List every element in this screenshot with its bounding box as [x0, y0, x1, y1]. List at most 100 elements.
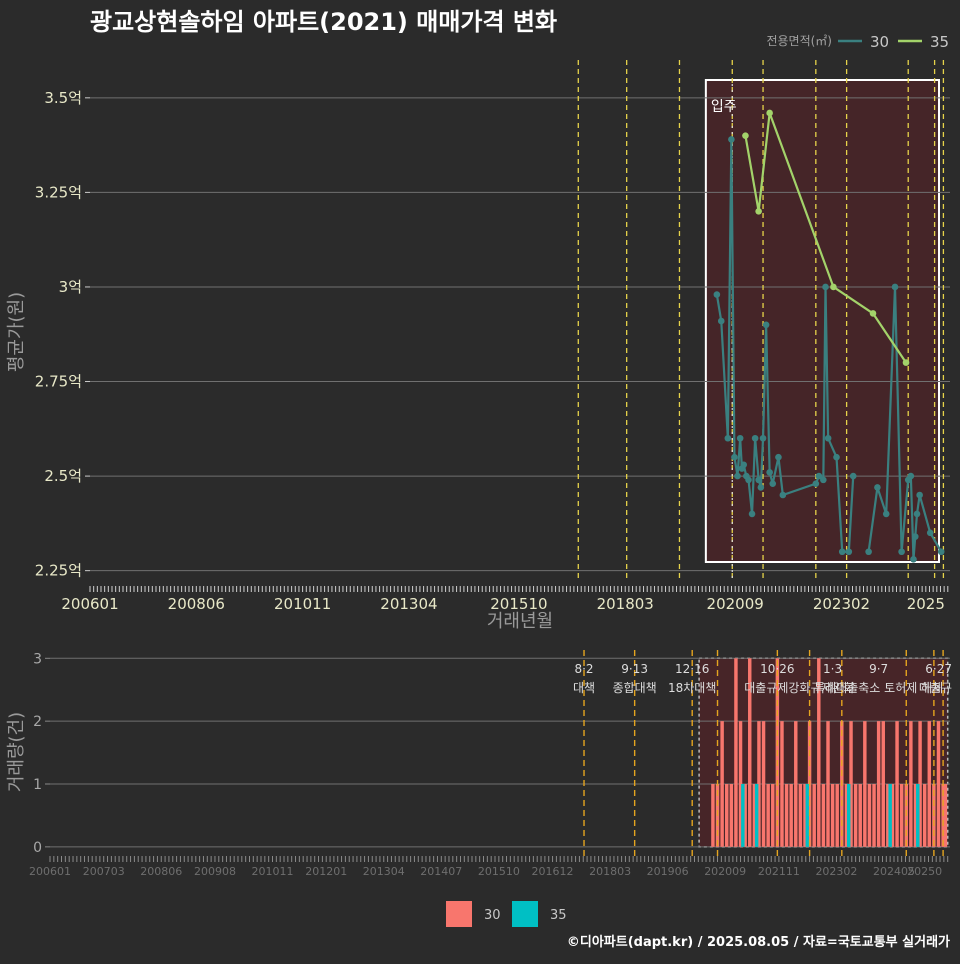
bottom-x-tick-label: 201011: [252, 865, 294, 878]
top-data-point: [740, 461, 747, 469]
top-y-tick-label: 3.5억: [44, 89, 82, 107]
top-data-point: [902, 359, 910, 366]
move-in-annotation: 입주: [711, 99, 737, 115]
bottom-bar: [798, 784, 803, 847]
legend-bottom-label-30: 30: [484, 908, 501, 923]
top-data-point: [913, 510, 921, 518]
bottom-bar: [846, 784, 851, 847]
bottom-bar: [725, 784, 729, 847]
policy-label-date: 12·16: [675, 662, 709, 676]
policy-label-name: 대출규: [919, 681, 952, 695]
top-data-point: [742, 132, 749, 139]
legend-title: 전용면적(㎡): [766, 34, 832, 48]
policy-label-name: 특례대출축소 토허제 해제: [814, 681, 943, 695]
top-x-tick-label: 201304: [380, 595, 437, 613]
bottom-policy-lines: [583, 650, 944, 858]
bottom-bar: [916, 784, 920, 847]
bottom-bar: [780, 721, 784, 847]
bottom-bar: [748, 658, 752, 847]
policy-label-date: 10·26: [760, 662, 794, 676]
bottom-x-tick-label: 201304: [363, 865, 405, 878]
top-data-point: [757, 484, 765, 491]
bottom-bar: [936, 721, 941, 847]
bottom-bar: [909, 721, 913, 847]
footer-credit: ©디아파트(dapt.kr) / 2025.08.05 / 자료=국토교통부 실…: [567, 934, 950, 950]
bottom-bar: [826, 721, 830, 847]
top-data-point: [766, 109, 773, 117]
top-legend: 전용면적(㎡) 30 35: [766, 33, 949, 51]
bottom-y-axis: 0 1 2 3: [33, 651, 50, 856]
bottom-bar: [784, 784, 789, 847]
policy-label-date: 1·3: [823, 662, 842, 676]
bottom-bar: [913, 784, 918, 847]
bottom-x-tick-label: 202302: [815, 865, 857, 878]
bottom-bar: [711, 784, 715, 847]
top-x-tick-label: 202009: [707, 595, 764, 613]
bottom-bar: [761, 721, 766, 847]
bottom-bar: [757, 721, 761, 847]
bottom-policy-labels: 8·2 대책 9·13 종합대책 12·16 18차대책 10·26 대출규제강화 1·3 규제완…: [573, 662, 952, 695]
bottom-bar: [743, 784, 747, 847]
top-y-axis: 2.25억 2.5억 2.75억 3억 3.25억 3.5억: [35, 89, 90, 580]
top-x-tick-label: 201510: [490, 595, 547, 613]
top-data-point: [713, 291, 721, 298]
top-y-tick-label: 3.25억: [35, 183, 82, 201]
bottom-bar: [738, 721, 743, 847]
policy-label-name: 규제완화: [811, 681, 855, 695]
bottom-bar: [858, 784, 862, 847]
top-data-point: [812, 480, 820, 487]
top-series: [713, 109, 945, 563]
bottom-y-tick-label: 3: [33, 651, 42, 667]
top-data-point: [775, 453, 782, 461]
legend-label-30: 30: [870, 33, 889, 51]
top-data-point: [838, 548, 846, 556]
bottom-y-tick-label: 0: [33, 840, 42, 856]
top-y-tick-label: 2.25억: [35, 562, 82, 580]
top-data-point: [898, 548, 905, 556]
top-data-point: [869, 310, 877, 317]
bottom-bar: [886, 784, 890, 847]
policy-label-date: 8·2: [574, 662, 593, 676]
top-data-point: [736, 434, 744, 442]
bottom-bar: [754, 784, 759, 847]
top-data-point: [769, 480, 777, 487]
bottom-bar: [918, 721, 922, 847]
top-x-tick-label: 201803: [597, 595, 654, 613]
bottom-bar: [888, 784, 892, 847]
top-x-axis: 200601 200806 201011 201304 201510 201803 2020…: [61, 586, 949, 613]
bottom-legend: 30 35: [446, 901, 567, 927]
bottom-bar: [927, 721, 932, 847]
bottom-x-tick-label: 20250: [907, 865, 942, 878]
bottom-x-tick-label: 201510: [478, 865, 520, 878]
chart-title: 광교상현솔하임 아파트(2021) 매매가격 변화: [90, 8, 557, 36]
top-data-point: [874, 484, 881, 491]
bottom-bar: [720, 721, 724, 847]
bottom-x-tick-label: 201906: [647, 865, 689, 878]
bottom-x-axis: 200601 200703 200806 200908 201011 201201 2013…: [29, 856, 949, 878]
top-data-point: [822, 283, 829, 291]
bottom-bar: [853, 784, 858, 847]
top-data-point: [815, 472, 823, 480]
policy-label-date: 9·7: [869, 662, 888, 676]
bottom-bar: [734, 658, 738, 847]
top-y-axis-title: 평균가(원): [6, 292, 27, 372]
legend-swatch-35: [512, 901, 538, 927]
legend-label-35: 35: [930, 33, 949, 51]
bottom-bar: [835, 784, 839, 847]
bottom-bar: [752, 784, 757, 847]
bottom-bar: [881, 721, 885, 847]
top-data-point: [820, 476, 827, 484]
bottom-bar: [741, 784, 745, 847]
policy-label-name: 18차대책: [668, 680, 716, 695]
top-data-point: [759, 434, 767, 442]
bottom-bar: [872, 784, 876, 847]
top-data-point: [882, 510, 890, 518]
bottom-bar: [876, 721, 881, 847]
bottom-bar: [771, 784, 775, 847]
policy-label-date: 6·27: [925, 662, 952, 676]
policy-label-date: 9·13: [621, 662, 648, 676]
top-series-line: [744, 112, 907, 364]
bottom-y-tick-label: 1: [33, 777, 42, 793]
bottom-bar: [729, 784, 734, 847]
